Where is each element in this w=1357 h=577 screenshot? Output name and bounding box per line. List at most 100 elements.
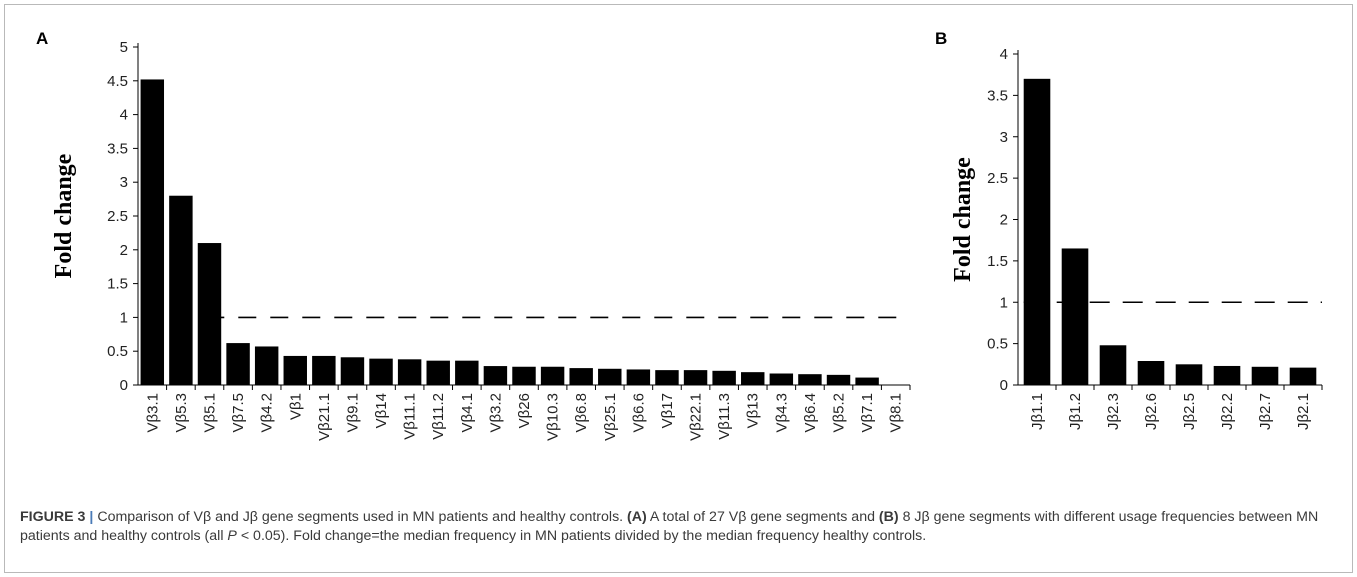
bar: [312, 355, 336, 385]
y-tick-label: 3.5: [107, 140, 128, 157]
bar: [512, 366, 536, 385]
y-tick-label: 1: [1000, 294, 1008, 311]
bar: [1289, 367, 1317, 385]
x-tick-label: Vβ11.2: [430, 393, 447, 440]
x-tick-label: Vβ7.1: [859, 393, 876, 433]
y-tick-label: 1: [120, 309, 128, 326]
bar: [397, 359, 422, 385]
bar: [1175, 364, 1203, 385]
panel-letter: A: [36, 29, 48, 48]
caption-separator: |: [89, 509, 94, 525]
x-tick-label: Jβ2.3: [1105, 393, 1122, 430]
y-tick-label: 4: [1000, 46, 1008, 63]
bar: [655, 370, 679, 385]
bar: [426, 360, 450, 385]
y-tick-label: 5: [120, 39, 128, 56]
bar: [254, 346, 279, 385]
x-tick-label: Vβ4.2: [259, 393, 276, 433]
x-tick-label: Vβ3.1: [144, 393, 161, 433]
panel-letter: B: [935, 29, 947, 48]
bar: [455, 360, 479, 385]
bar: [140, 79, 165, 385]
bar: [769, 373, 794, 385]
y-tick-label: 3: [120, 174, 128, 191]
caption-tag-b: (B): [878, 509, 899, 525]
x-tick-label: Vβ1: [287, 393, 304, 420]
caption-p-symbol: P: [227, 528, 237, 544]
y-axis-label: Fold change: [950, 157, 976, 282]
bar: [1213, 365, 1241, 385]
x-tick-label: Vβ5.1: [201, 393, 218, 433]
x-tick-label: Vβ6.8: [573, 393, 590, 433]
bar: [598, 368, 622, 385]
y-tick-label: 4.5: [107, 73, 128, 90]
bar: [226, 343, 250, 385]
y-tick-label: 2: [120, 242, 128, 259]
y-axis-label: Fold change: [51, 153, 77, 278]
x-tick-label: Jβ2.6: [1143, 393, 1160, 430]
x-tick-label: Jβ2.5: [1181, 393, 1198, 430]
y-tick-label: 2.5: [987, 170, 1008, 187]
x-tick-label: Vβ6.4: [802, 393, 819, 433]
y-tick-label: 1.5: [107, 276, 128, 293]
caption-tag-a: (A): [627, 509, 647, 525]
y-tick-label: 0.5: [107, 343, 128, 360]
x-tick-label: Vβ4.1: [459, 393, 476, 433]
x-tick-label: Jβ2.2: [1219, 393, 1236, 430]
bar: [741, 372, 765, 385]
bar: [540, 366, 565, 385]
x-tick-label: Vβ25.1: [602, 393, 619, 441]
x-tick-label: Vβ10.3: [545, 393, 562, 441]
bar: [1023, 78, 1051, 385]
y-tick-label: 3.5: [987, 87, 1008, 104]
x-tick-label: Jβ1.2: [1067, 393, 1084, 430]
panel-a-chart: A 0 0.5 1 1.5 2 2.5 3 3.5 4 4.5 5 Fold change Vβ3.1 Vβ…: [36, 29, 911, 441]
figure-frame: [4, 4, 1353, 573]
panel-b-chart: B 0 0.5 1 1.5 2 2.5 3 3.5 4 Fold change Jβ1.1 Jβ1.2 J…: [935, 29, 1323, 430]
bar: [1061, 248, 1089, 385]
x-tick-label: Vβ5.2: [831, 393, 848, 433]
x-tick-label: Vβ11.3: [716, 393, 733, 440]
bar: [197, 243, 222, 385]
x-tick-label: Jβ2.7: [1257, 393, 1274, 430]
bar: [169, 195, 193, 385]
caption-text-4: < 0.05). Fold change=the median frequenc…: [236, 528, 927, 544]
x-tick-label: Vβ5.3: [173, 393, 190, 433]
x-tick-label: Vβ21.1: [316, 393, 333, 441]
y-tick-label: 1.5: [987, 253, 1008, 270]
bar: [683, 370, 708, 385]
caption-text-1: Comparison of Vβ and Jβ gene segments us…: [93, 509, 628, 525]
x-tick-label: Vβ13: [745, 393, 762, 428]
y-tick-label: 0: [120, 377, 128, 394]
x-tick-label: Vβ14: [373, 393, 390, 428]
bar: [1099, 345, 1127, 385]
bar: [369, 358, 393, 385]
figure-charts: A 0 0.5 1 1.5 2 2.5 3 3.5 4 4.5 5 Fold change Vβ3.1 Vβ…: [36, 29, 1323, 441]
x-tick-label: Vβ4.3: [773, 393, 790, 433]
bar: [626, 369, 651, 385]
x-tick-label: Vβ8.1: [888, 393, 905, 433]
bar: [826, 374, 851, 385]
caption-figure-label: FIGURE 3: [20, 509, 86, 525]
x-tick-label: Jβ1.1: [1029, 393, 1046, 430]
x-tick-label: Vβ7.5: [230, 393, 247, 433]
y-tick-label: 0.5: [987, 336, 1008, 353]
bar: [340, 357, 365, 385]
bar: [483, 366, 508, 385]
y-tick-label: 0: [1000, 377, 1008, 394]
y-tick-label: 2.5: [107, 208, 128, 225]
y-tick-label: 4: [120, 107, 128, 124]
bar: [712, 370, 736, 385]
x-tick-label: Jβ2.1: [1295, 393, 1312, 430]
bar: [569, 368, 593, 385]
x-tick-label: Vβ9.1: [344, 393, 361, 433]
x-tick-label: Vβ11.1: [402, 393, 419, 440]
x-tick-label: Vβ17: [659, 393, 676, 428]
y-tick-label: 3: [1000, 129, 1008, 146]
bar: [1137, 361, 1165, 385]
bar: [855, 377, 879, 385]
x-tick-label: Vβ3.2: [487, 393, 504, 433]
x-tick-label: Vβ26: [516, 393, 533, 428]
x-tick-label: Vβ22.1: [688, 393, 705, 441]
x-tick-label: Vβ6.6: [630, 393, 647, 433]
